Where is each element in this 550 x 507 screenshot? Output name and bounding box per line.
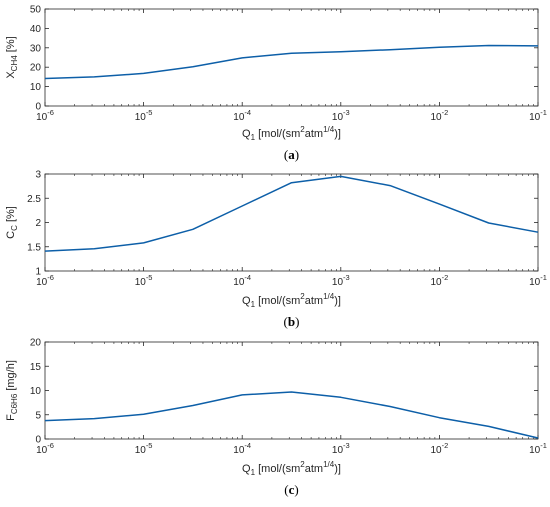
y-tick-label: 0: [35, 102, 41, 113]
panel-caption: (a): [284, 147, 299, 162]
x-tick-label: 10-6: [36, 108, 54, 123]
x-tick-label: 10-2: [431, 273, 449, 288]
y-axis-label: CC [%]: [5, 206, 19, 239]
x-tick-label: 10-1: [529, 441, 547, 456]
x-tick-label: 10-3: [332, 273, 350, 288]
y-axis-label: XCH4 [%]: [5, 36, 19, 78]
y-tick-label: 10: [30, 82, 42, 93]
x-tick-label: 10-3: [332, 441, 350, 456]
plot-area: [44, 173, 539, 272]
y-tick-label: 50: [30, 5, 42, 16]
x-axis-label: Q1 [mol/(sm2atm1/4)]: [242, 292, 341, 309]
chart-panel-1: 10-6 10-5 10-4 10-3 10-2 10-1 0 10 20 30 40 50 Q1 [m…: [5, 5, 547, 163]
chart-panel-2: 10-6 10-5 10-4 10-3 10-2 10-1 1 1.5 2 2.5 3 Q1 [mol…: [5, 170, 547, 330]
y-tick-label: 2.5: [27, 194, 41, 205]
x-tick-label: 10-5: [135, 108, 153, 123]
x-tick-label: 10-3: [332, 108, 350, 123]
y-tick-label: 15: [30, 362, 42, 373]
x-tick-label: 10-4: [233, 108, 251, 123]
x-tick-label: 10-5: [135, 273, 153, 288]
y-tick-label: 0: [35, 435, 41, 446]
x-tick-label: 10-1: [529, 273, 547, 288]
y-tick-label: 5: [35, 410, 41, 421]
panel-caption: (b): [284, 314, 300, 329]
x-axis-label: Q1 [mol/(sm2atm1/4)]: [242, 460, 341, 477]
x-tick-label: 10-6: [36, 441, 54, 456]
y-tick-label: 2: [35, 218, 41, 229]
y-tick-label: 40: [30, 24, 42, 35]
x-axis-label: Q1 [mol/(sm2atm1/4)]: [242, 125, 341, 142]
series-line: [44, 175, 539, 252]
y-tick-label: 3: [35, 170, 41, 181]
panel-caption: (c): [284, 482, 298, 497]
y-axis-label: FC6H6 [mg/h]: [5, 360, 19, 421]
x-tick-label: 10-6: [36, 273, 54, 288]
x-tick-label: 10-1: [529, 108, 547, 123]
x-tick-label: 10-4: [233, 273, 251, 288]
y-tick-label: 1.5: [27, 242, 41, 253]
y-tick-label: 30: [30, 43, 42, 54]
y-tick-label: 20: [30, 63, 42, 74]
x-tick-label: 10-2: [431, 108, 449, 123]
x-tick-label: 10-2: [431, 441, 449, 456]
x-tick-label: 10-5: [135, 441, 153, 456]
x-tick-label: 10-4: [233, 441, 251, 456]
plot-area: [44, 8, 539, 107]
chart-panel-3: 10-6 10-5 10-4 10-3 10-2 10-1 0 5 10 15 20 Q1 [mol/…: [5, 338, 547, 498]
y-tick-label: 20: [30, 338, 42, 349]
plot-area: [44, 341, 539, 440]
y-tick-label: 1: [35, 267, 41, 278]
series-line: [44, 44, 539, 80]
y-tick-label: 10: [30, 386, 42, 397]
series-line: [44, 391, 539, 439]
